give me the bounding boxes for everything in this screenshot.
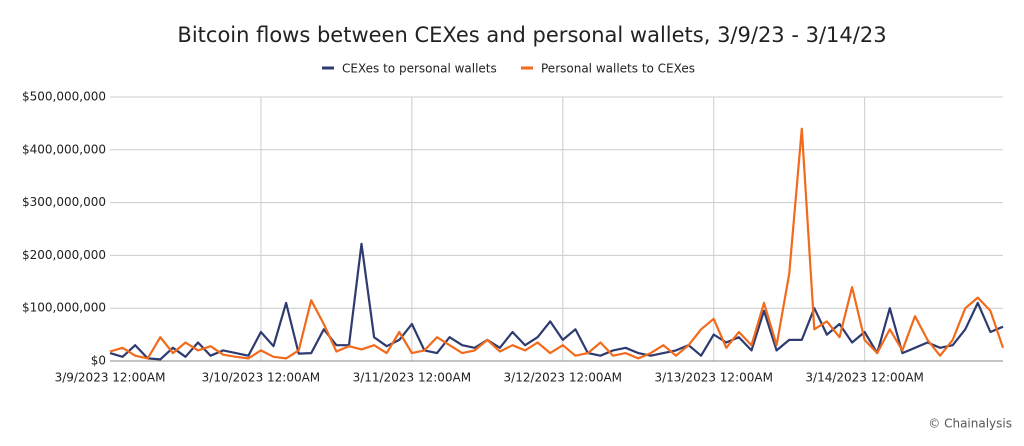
series-line: [109, 127, 1005, 360]
x-tick-label: 3/11/2023 12:00AM: [353, 371, 472, 385]
y-tick-label: $0: [91, 354, 106, 368]
x-tick-label: 3/12/2023 12:00AM: [504, 371, 623, 385]
y-tick-label: $300,000,000: [22, 195, 106, 209]
source: © Chainalysis: [928, 417, 1012, 431]
y-tick-label: $200,000,000: [22, 248, 106, 262]
series-line: [109, 242, 1004, 361]
x-tick-label: 3/13/2023 12:00AM: [654, 371, 773, 385]
y-tick-label: $500,000,000: [22, 90, 106, 104]
y-tick-label: $400,000,000: [22, 142, 106, 156]
legend-label: Personal wallets to CEXes: [541, 62, 695, 76]
y-tick-label: $100,000,000: [22, 301, 106, 315]
x-tick-label: 3/10/2023 12:00AM: [202, 371, 321, 385]
chart-title: Bitcoin flows between CEXes and personal…: [177, 23, 886, 47]
legend-label: CEXes to personal wallets: [342, 62, 497, 76]
x-tick-label: 3/9/2023 12:00AM: [55, 371, 166, 385]
x-tick-label: 3/14/2023 12:00AM: [805, 371, 924, 385]
